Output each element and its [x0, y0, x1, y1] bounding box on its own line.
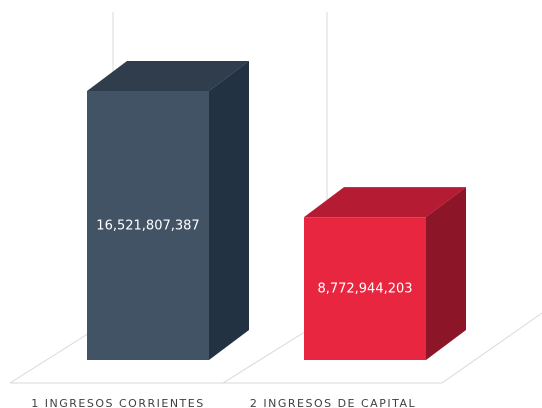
- floor-outline: [10, 312, 542, 384]
- bar-ingresos-corrientes: [87, 91, 209, 360]
- value-label-ingresos-corrientes: 16,521,807,387: [96, 219, 199, 234]
- category-label-ingresos-de-capital: 2 INGRESOS DE CAPITAL: [250, 397, 416, 408]
- bar-top-ingresos-de-capital: [304, 187, 466, 218]
- bar-ingresos-de-capital: [304, 217, 426, 360]
- bar-side-ingresos-de-capital: [426, 187, 466, 360]
- bar-top-ingresos-corrientes: [87, 61, 249, 91]
- category-label-ingresos-corrientes: 1 INGRESOS CORRIENTES: [31, 397, 204, 408]
- value-label-ingresos-de-capital: 8,772,944,203: [317, 282, 412, 297]
- bar-side-ingresos-corrientes: [209, 61, 249, 360]
